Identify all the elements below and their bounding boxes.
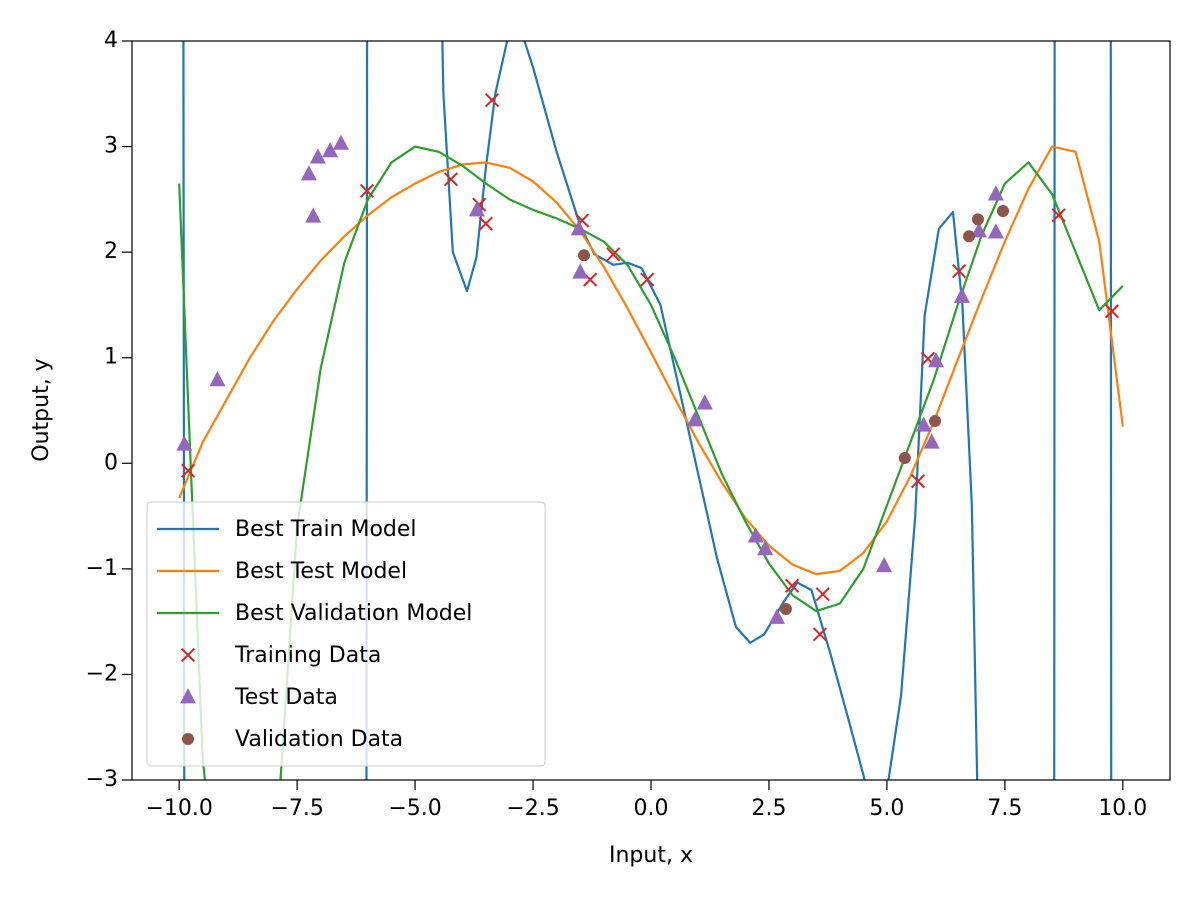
data-point bbox=[322, 141, 339, 158]
data-point bbox=[768, 608, 785, 624]
x-tick-label: −7.5 bbox=[270, 796, 323, 821]
data-point bbox=[181, 463, 196, 478]
data-point bbox=[300, 165, 317, 181]
plot-area bbox=[176, 41, 1124, 780]
data-point bbox=[640, 272, 655, 287]
data-point bbox=[686, 411, 703, 427]
x-tick-label: −2.5 bbox=[506, 796, 559, 821]
data-point bbox=[963, 230, 976, 243]
data-point bbox=[176, 435, 193, 451]
series-line bbox=[182, 41, 1113, 780]
data-point bbox=[468, 201, 485, 217]
data-point bbox=[305, 207, 322, 223]
series-line bbox=[178, 145, 1124, 576]
data-point bbox=[987, 223, 1004, 239]
data-point bbox=[951, 264, 967, 279]
x-tick-label: 0.0 bbox=[634, 796, 669, 821]
legend: Best Train Model Best Test Model Best Vali… bbox=[146, 501, 546, 767]
data-point bbox=[929, 415, 942, 428]
data-point bbox=[898, 452, 911, 465]
data-point bbox=[1104, 304, 1120, 319]
y-tick-label: −3 bbox=[86, 767, 118, 792]
data-point bbox=[606, 247, 621, 262]
y-tick-label: 1 bbox=[104, 345, 118, 370]
data-point bbox=[915, 416, 932, 432]
legend-label: Best Test Model bbox=[235, 559, 407, 584]
legend-label: Best Train Model bbox=[235, 517, 417, 542]
data-point bbox=[747, 527, 764, 543]
data-point bbox=[578, 249, 591, 262]
series-line bbox=[178, 145, 1124, 780]
x-tick-label: 10.0 bbox=[1098, 796, 1147, 821]
legend-label: Best Validation Model bbox=[235, 601, 472, 626]
legend-swatch bbox=[180, 647, 196, 663]
legend-label: Validation Data bbox=[235, 727, 403, 752]
data-point bbox=[784, 578, 800, 593]
legend-label: Training Data bbox=[234, 643, 381, 668]
legend-label: Test Data bbox=[234, 685, 338, 710]
legend-swatch bbox=[180, 688, 196, 704]
data-point bbox=[910, 474, 926, 489]
x-tick-label: 5.0 bbox=[869, 796, 904, 821]
y-tick-label: −2 bbox=[86, 661, 118, 686]
x-tick-label: −10.0 bbox=[145, 796, 212, 821]
data-point bbox=[572, 263, 589, 279]
data-point bbox=[812, 627, 828, 642]
data-point bbox=[359, 183, 375, 199]
data-point bbox=[484, 93, 500, 108]
y-tick-label: 0 bbox=[104, 450, 118, 475]
y-axis-label: Output, y bbox=[29, 358, 54, 461]
data-point bbox=[443, 172, 459, 187]
data-point bbox=[478, 216, 493, 231]
legend-box bbox=[146, 501, 546, 767]
y-tick-label: 3 bbox=[104, 134, 118, 159]
data-point bbox=[757, 539, 774, 556]
y-tick-label: 2 bbox=[104, 239, 118, 264]
data-point bbox=[815, 587, 830, 602]
data-point bbox=[779, 602, 792, 615]
x-axis-label: Input, x bbox=[609, 843, 693, 868]
x-tick-label: 2.5 bbox=[751, 796, 786, 821]
data-point bbox=[923, 433, 940, 449]
data-point bbox=[927, 352, 944, 368]
data-point bbox=[570, 220, 587, 236]
data-point bbox=[987, 185, 1004, 201]
x-tick-label: −5.0 bbox=[388, 796, 441, 821]
y-tick-label: 4 bbox=[104, 28, 118, 53]
data-point bbox=[309, 148, 326, 164]
data-point bbox=[209, 371, 226, 387]
legend-swatch bbox=[182, 733, 194, 745]
data-point bbox=[333, 134, 350, 150]
y-tick-label: −1 bbox=[86, 556, 118, 581]
data-point bbox=[996, 204, 1009, 217]
data-point bbox=[971, 213, 984, 226]
data-point bbox=[970, 222, 987, 238]
x-tick-label: 7.5 bbox=[987, 796, 1022, 821]
data-point bbox=[876, 556, 893, 573]
data-point bbox=[953, 287, 970, 303]
data-point bbox=[1051, 208, 1066, 223]
data-point bbox=[696, 394, 713, 410]
